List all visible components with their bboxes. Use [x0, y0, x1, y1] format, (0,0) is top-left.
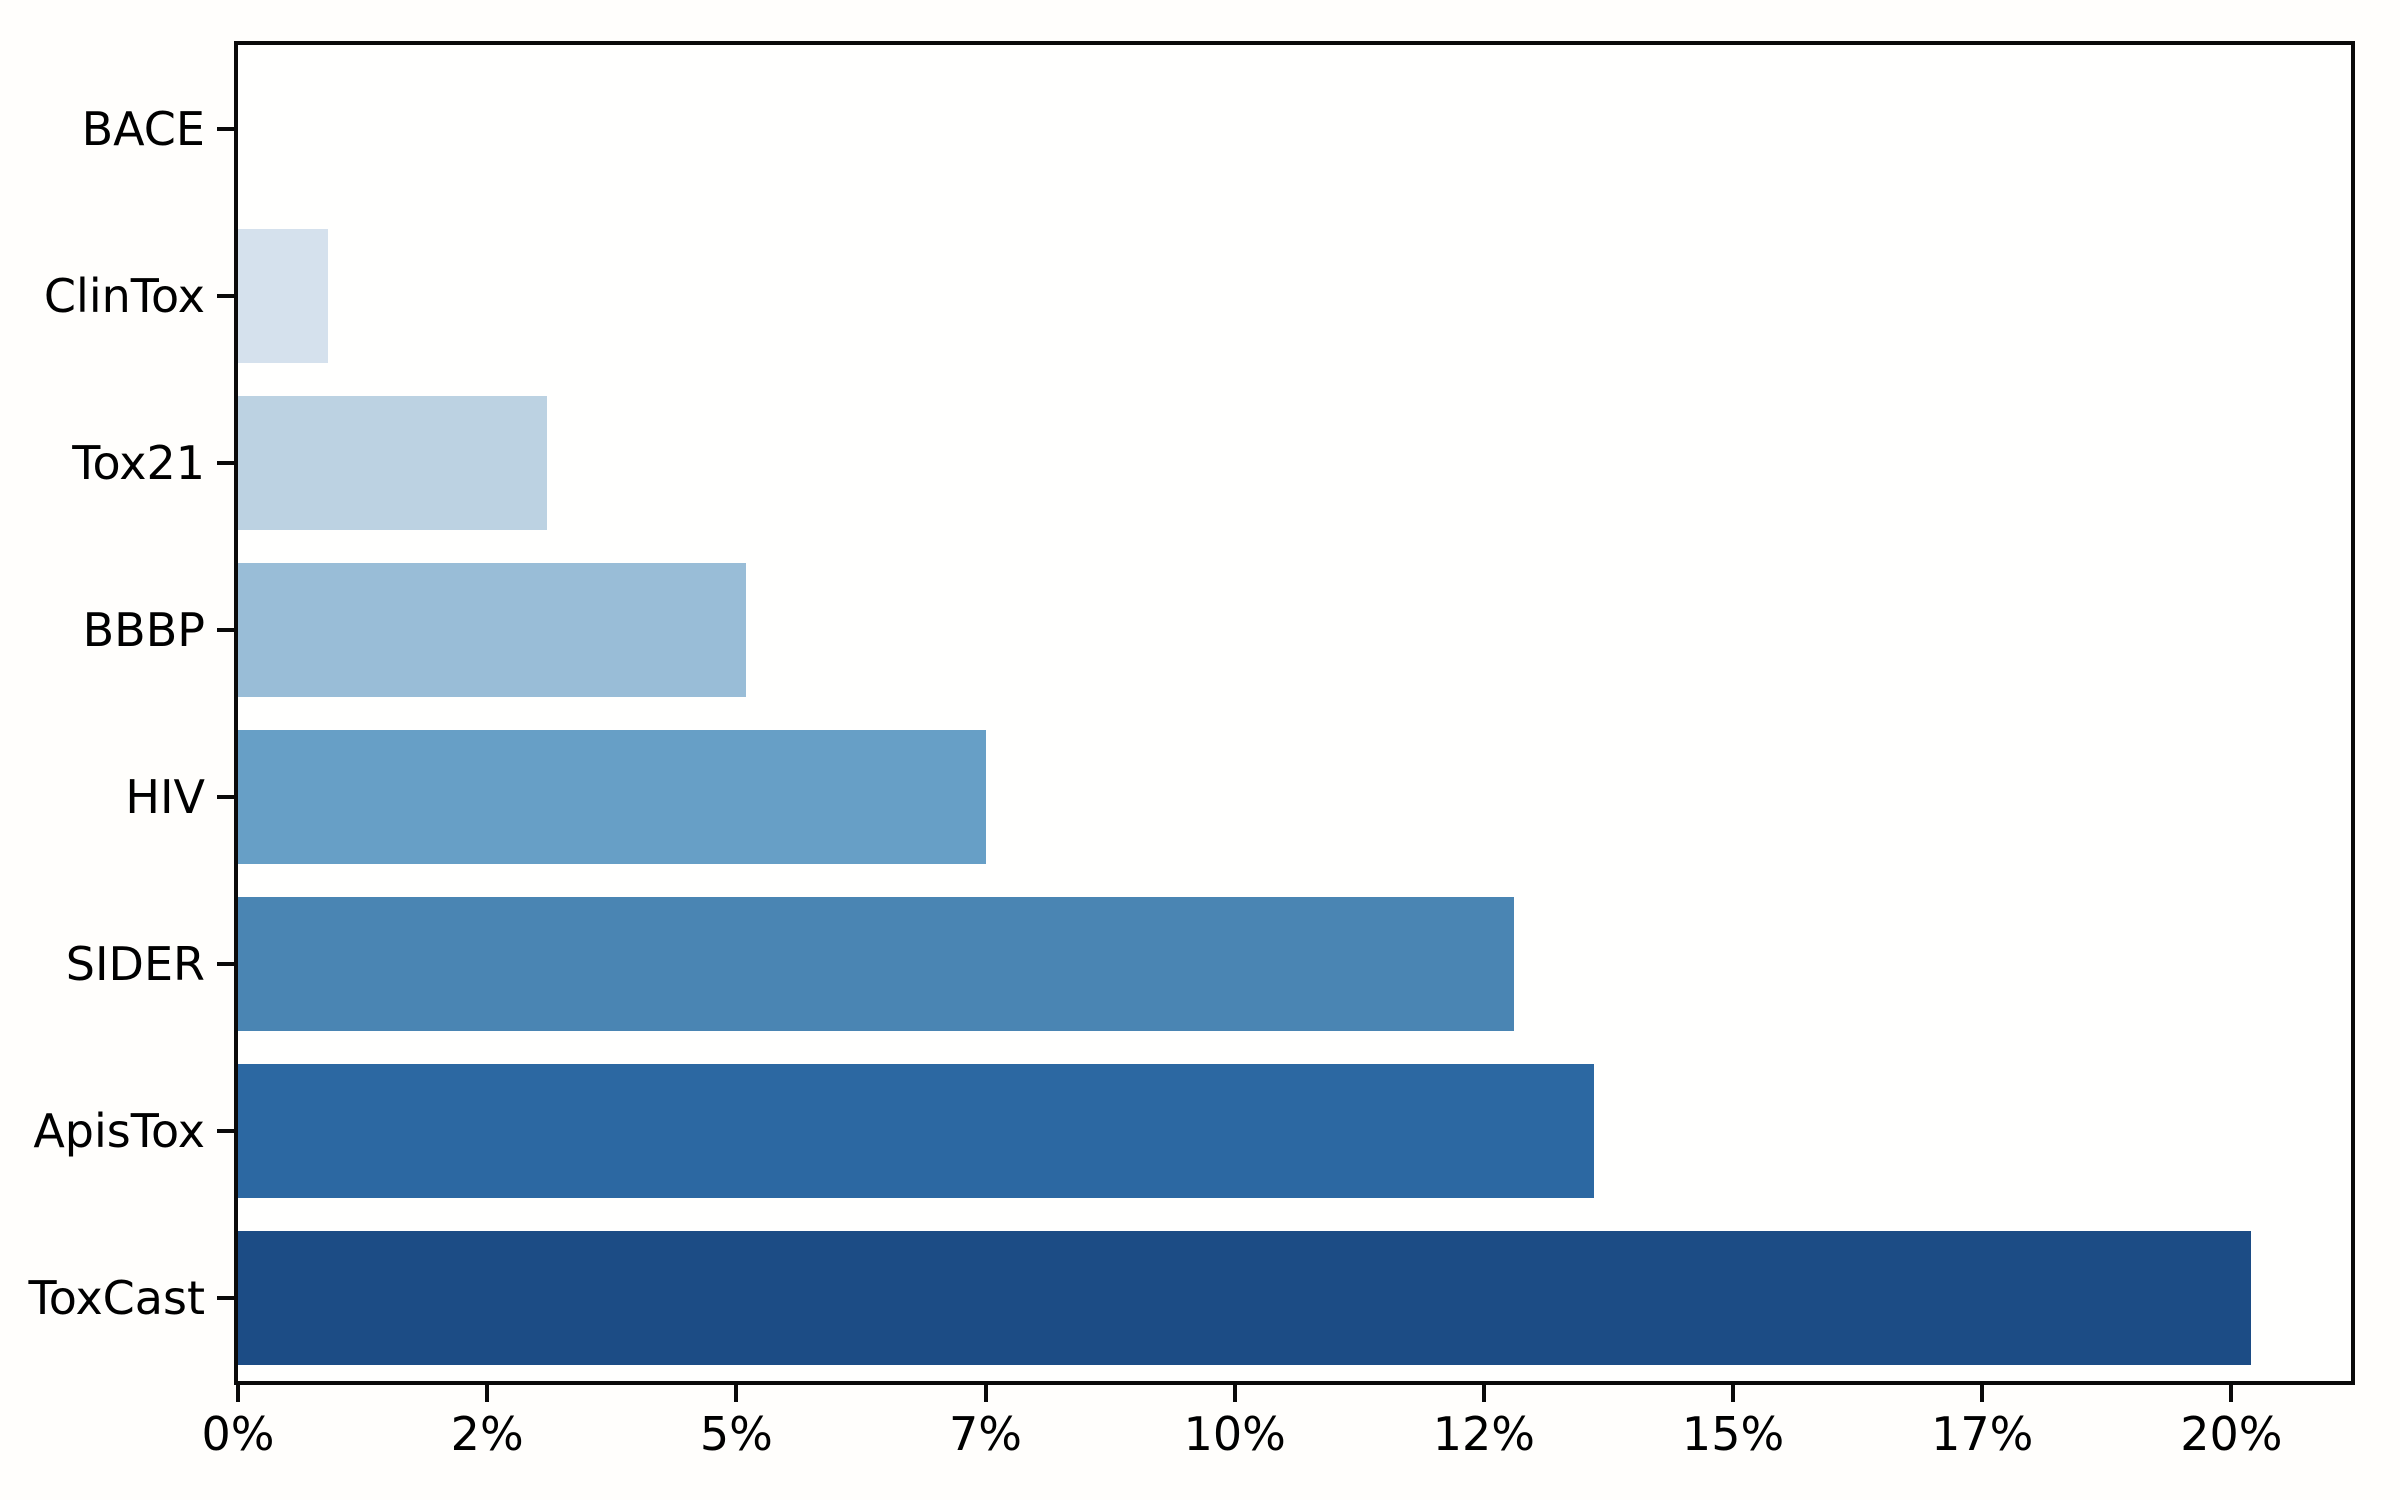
y-tick-label-sider: SIDER — [65, 936, 205, 991]
y-tick-label-clintox: ClinTox — [43, 268, 205, 323]
x-tick-10% — [1232, 1385, 1237, 1402]
x-tick-label-10%: 10% — [1183, 1407, 1286, 1461]
bar-tox21 — [238, 395, 547, 530]
x-tick-label-17%: 17% — [1931, 1407, 2034, 1461]
x-tick-label-5%: 5% — [699, 1407, 773, 1461]
bar-bbbp — [238, 562, 747, 697]
x-tick-label-7%: 7% — [949, 1407, 1023, 1461]
x-tick-label-20%: 20% — [2180, 1407, 2283, 1461]
bar-sider — [238, 896, 1514, 1031]
y-tick-sider — [217, 961, 234, 966]
y-tick-bace — [217, 126, 234, 131]
x-tick-7% — [983, 1385, 988, 1402]
y-tick-apistox — [217, 1128, 234, 1133]
x-tick-2% — [485, 1385, 490, 1402]
bar-apistox — [238, 1063, 1594, 1198]
x-tick-label-15%: 15% — [1681, 1407, 1785, 1461]
plot-area — [234, 41, 2355, 1385]
y-tick-label-hiv: HIV — [125, 769, 205, 824]
y-tick-tox21 — [217, 460, 234, 465]
y-tick-hiv — [217, 794, 234, 799]
x-tick-12% — [1481, 1385, 1486, 1402]
x-tick-17% — [1980, 1385, 1985, 1402]
x-tick-0% — [236, 1385, 240, 1402]
y-tick-label-bbbp: BBBP — [82, 602, 205, 657]
x-tick-20% — [2229, 1385, 2234, 1402]
bar-hiv — [238, 729, 986, 864]
x-tick-label-12%: 12% — [1432, 1407, 1535, 1461]
y-tick-toxcast — [217, 1295, 234, 1300]
y-tick-bbbp — [217, 627, 234, 632]
y-tick-label-toxcast: ToxCast — [28, 1270, 205, 1325]
bars-container — [238, 45, 2351, 1381]
x-tick-label-0%: 0% — [201, 1407, 275, 1461]
x-tick-15% — [1731, 1385, 1736, 1402]
y-tick-label-tox21: Tox21 — [72, 435, 205, 490]
bar-toxcast — [238, 1230, 2252, 1365]
y-tick-label-apistox: ApisTox — [33, 1103, 205, 1158]
y-tick-clintox — [217, 293, 234, 298]
x-tick-label-2%: 2% — [450, 1407, 524, 1461]
bar-clintox — [238, 228, 328, 363]
x-tick-5% — [734, 1385, 739, 1402]
y-tick-label-bace: BACE — [81, 101, 205, 156]
